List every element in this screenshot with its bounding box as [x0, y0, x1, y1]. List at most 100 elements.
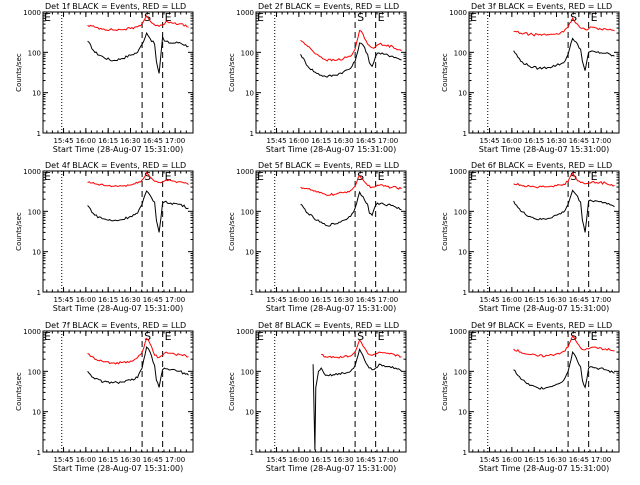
x-tick-label: 16:30 — [546, 456, 566, 464]
y-tick-label: 1 — [37, 449, 41, 457]
x-axis-label: Start Time (28-Aug-07 15:31:00) — [479, 464, 610, 473]
series-line-events — [300, 190, 402, 227]
panel-det-5: Det 5f BLACK = Events, RED = LLD 1 10 100 10… — [228, 161, 407, 313]
event-label-e-start: E — [257, 170, 264, 183]
y-tick-label: 10 — [458, 409, 467, 417]
x-tick-label: 16:00 — [76, 137, 96, 145]
x-tick-label: 16:45 — [356, 456, 376, 464]
y-tick-label: 1000 — [449, 328, 467, 336]
y-tick-label: 1000 — [449, 168, 467, 176]
x-tick-label: 17:00 — [591, 137, 611, 145]
y-tick-label: 100 — [28, 368, 41, 376]
y-tick-label: 10 — [32, 249, 41, 257]
event-label-e-start: E — [257, 11, 264, 24]
panel-title: Det 1f BLACK = Events, RED = LLD — [45, 2, 186, 11]
series-line-events — [513, 37, 615, 71]
x-tick-label: 15:45 — [53, 137, 73, 145]
plot-frame — [42, 11, 194, 134]
x-tick-label: 16:45 — [356, 137, 376, 145]
event-label-s: S — [357, 330, 364, 343]
x-tick-label: 16:30 — [120, 296, 140, 304]
x-tick-label: 16:15 — [524, 137, 544, 145]
x-tick-label: 17:00 — [165, 137, 185, 145]
series-line-lld — [300, 174, 402, 196]
plot-frame — [468, 170, 620, 293]
panel-det-9: Det 9f BLACK = Events, RED = LLD 1 10 100 10… — [441, 321, 620, 473]
y-tick-label: 1000 — [449, 9, 467, 17]
y-axis-label: Counts/sec — [15, 372, 23, 411]
series-line-events — [312, 348, 402, 451]
y-tick-label: 10 — [245, 409, 254, 417]
x-tick-label: 16:15 — [98, 137, 118, 145]
y-tick-label: 1 — [250, 449, 254, 457]
event-label-e-start: E — [470, 330, 477, 343]
x-tick-label: 16:30 — [333, 296, 353, 304]
y-tick-label: 100 — [454, 49, 467, 57]
x-tick-label: 16:30 — [546, 137, 566, 145]
y-tick-label: 100 — [241, 208, 254, 216]
event-label-e-end: E — [165, 170, 172, 183]
event-label-s: S — [570, 11, 577, 24]
y-tick-label: 1000 — [236, 328, 254, 336]
y-tick-label: 1 — [463, 289, 467, 297]
panel-det-2: Det 2f BLACK = Events, RED = LLD 1 10 100 10… — [228, 2, 407, 154]
panel-det-6: Det 6f BLACK = Events, RED = LLD 1 10 100 10… — [441, 161, 620, 313]
panel-title: Det 3f BLACK = Events, RED = LLD — [471, 2, 612, 11]
event-label-s: S — [570, 170, 577, 183]
y-tick-label: 1 — [463, 130, 467, 138]
panel-det-1: Det 1f BLACK = Events, RED = LLD 1 10 100 10… — [15, 2, 194, 154]
event-label-s: S — [357, 11, 364, 24]
event-label-e-end: E — [591, 170, 598, 183]
x-tick-label: 16:15 — [524, 296, 544, 304]
x-axis-label: Start Time (28-Aug-07 15:31:00) — [479, 304, 610, 313]
panel-det-4: Det 4f BLACK = Events, RED = LLD 1 10 100 10… — [15, 161, 194, 313]
series-line-lld — [321, 338, 402, 359]
panel-det-3: Det 3f BLACK = Events, RED = LLD 1 10 100 10… — [441, 2, 620, 154]
series-line-lld — [87, 171, 189, 188]
x-tick-label: 16:45 — [356, 296, 376, 304]
x-tick-label: 16:00 — [502, 296, 522, 304]
event-label-e-start: E — [44, 170, 51, 183]
plot-frame — [42, 170, 194, 293]
y-axis-label: Counts/sec — [15, 212, 23, 251]
y-tick-label: 1000 — [23, 9, 41, 17]
x-axis-label: Start Time (28-Aug-07 15:31:00) — [266, 464, 397, 473]
y-tick-label: 1 — [250, 289, 254, 297]
series-line-events — [87, 190, 189, 233]
x-tick-label: 15:45 — [266, 137, 286, 145]
x-tick-label: 16:45 — [143, 137, 163, 145]
x-axis-label: Start Time (28-Aug-07 15:31:00) — [266, 304, 397, 313]
y-tick-label: 1000 — [236, 9, 254, 17]
y-tick-label: 10 — [32, 90, 41, 98]
series-line-lld — [300, 29, 402, 62]
panel-det-8: Det 8f BLACK = Events, RED = LLD 1 10 100 10… — [228, 321, 407, 473]
x-tick-label: 17:00 — [378, 137, 398, 145]
event-label-e-start: E — [470, 11, 477, 24]
x-tick-label: 16:30 — [546, 296, 566, 304]
y-tick-label: 100 — [454, 368, 467, 376]
event-label-e-end: E — [591, 330, 598, 343]
plot-frame — [42, 330, 194, 453]
x-tick-label: 16:15 — [98, 456, 118, 464]
y-tick-label: 10 — [458, 90, 467, 98]
y-tick-label: 10 — [245, 90, 254, 98]
x-tick-label: 16:15 — [524, 456, 544, 464]
y-tick-label: 100 — [241, 368, 254, 376]
x-tick-label: 16:30 — [333, 456, 353, 464]
y-tick-label: 1000 — [236, 168, 254, 176]
panel-det-7: Det 7f BLACK = Events, RED = LLD 1 10 100 10… — [15, 321, 194, 473]
y-tick-label: 1 — [37, 289, 41, 297]
event-label-e-start: E — [44, 330, 51, 343]
event-label-e-end: E — [591, 11, 598, 24]
y-axis-label: Counts/sec — [441, 212, 449, 251]
x-tick-label: 16:00 — [289, 456, 309, 464]
panel-title: Det 8f BLACK = Events, RED = LLD — [258, 321, 399, 330]
series-line-events — [300, 42, 402, 78]
x-axis-label: Start Time (28-Aug-07 15:31:00) — [266, 145, 397, 154]
x-tick-label: 16:30 — [333, 137, 353, 145]
x-tick-label: 16:45 — [569, 456, 589, 464]
event-label-e-end: E — [378, 170, 385, 183]
y-tick-label: 10 — [458, 249, 467, 257]
x-tick-label: 16:15 — [311, 137, 331, 145]
